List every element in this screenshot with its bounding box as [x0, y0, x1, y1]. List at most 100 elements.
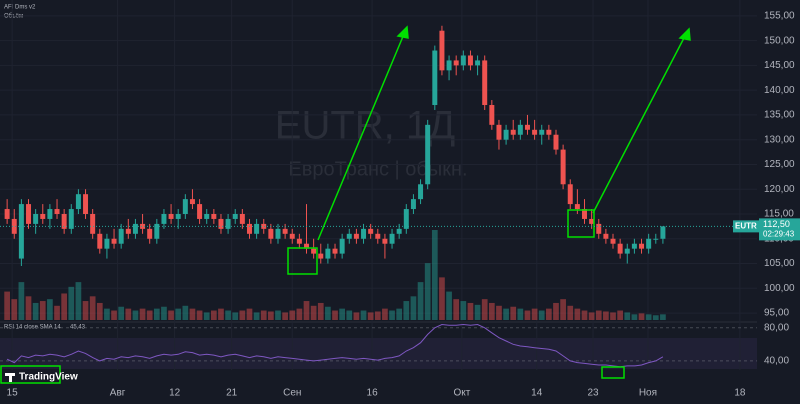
volume-bar: [175, 308, 182, 320]
volume-bar: [453, 299, 460, 320]
volume-bar: [546, 308, 552, 320]
candle-body: [496, 124, 502, 140]
y-tick-label: 140,00: [764, 85, 795, 96]
y-tick-label: 95,00: [764, 308, 789, 319]
volume-bar: [218, 308, 224, 320]
volume-bar: [182, 305, 189, 320]
volume-bar: [488, 302, 495, 320]
volume-bar: [246, 308, 253, 320]
volume-bar: [104, 308, 110, 320]
volume-bar: [588, 312, 595, 320]
candle-body: [18, 204, 24, 259]
volume-bar: [89, 296, 96, 320]
y-tick-label: 105,00: [764, 258, 795, 269]
candle-body: [197, 204, 203, 219]
volume-bar: [54, 305, 60, 320]
volume-bar: [239, 310, 246, 320]
volume-bar: [325, 306, 331, 320]
candle-body: [353, 233, 359, 239]
name-watermark: ЕвроТранс | обыкн.: [288, 158, 467, 180]
volume-label: Объём: [4, 14, 23, 20]
candle-body: [432, 50, 438, 106]
x-tick-label: Окт: [453, 388, 470, 399]
volume-bar: [4, 291, 10, 320]
candle-body: [90, 213, 96, 234]
candle-body: [189, 199, 195, 205]
logo: TradingView: [19, 372, 78, 383]
arrow-head: [678, 27, 691, 41]
candle-body: [560, 149, 566, 185]
candle-body: [182, 199, 188, 214]
volume-bar: [146, 310, 153, 320]
candle-body: [175, 213, 181, 219]
candle-body: [40, 213, 46, 219]
volume-bar: [460, 301, 467, 320]
candle-body: [460, 55, 466, 66]
candle-body: [26, 204, 32, 224]
candle-body: [610, 238, 616, 244]
y-tick-label: 115,00: [764, 209, 794, 220]
volume-bar: [310, 305, 317, 320]
candle-body: [275, 228, 281, 239]
candle-body: [4, 209, 10, 219]
volume-bar: [11, 299, 18, 320]
volume-bar: [96, 302, 103, 320]
volume-bar: [332, 310, 338, 320]
volume-bar: [360, 310, 367, 320]
candle-body: [425, 124, 431, 185]
candle-body: [75, 194, 81, 210]
y-tick-label: 120,00: [764, 184, 795, 195]
volume-bar: [560, 299, 566, 320]
ticker-tag-bg: [733, 220, 759, 233]
candle-body: [524, 124, 530, 130]
candle-body: [61, 213, 67, 229]
volume-bar: [282, 312, 288, 320]
candle-body: [624, 248, 630, 254]
price-tag: 112,50: [763, 219, 790, 229]
candle-body: [375, 233, 381, 239]
y-tick-label: 150,00: [764, 35, 795, 46]
candle-body: [232, 213, 238, 219]
candle-body: [532, 129, 538, 135]
volume-bar: [32, 302, 39, 320]
candle-body: [389, 233, 395, 244]
volume-bar: [39, 301, 46, 320]
y-tick-label: 145,00: [764, 60, 795, 71]
volume-bar: [424, 263, 431, 320]
candle-body: [368, 228, 374, 234]
x-tick-label: 18: [734, 388, 746, 399]
candle-body: [574, 204, 580, 210]
x-tick-label: Сен: [283, 388, 301, 399]
volume-bar: [431, 230, 438, 320]
candle-body: [646, 238, 652, 249]
volume-bar: [638, 313, 645, 320]
candle-body: [660, 226, 666, 239]
candle-body: [639, 243, 645, 249]
rsi-band: [0, 338, 757, 369]
volume-bar: [382, 308, 388, 320]
candle-body: [517, 124, 523, 135]
x-tick-label: 16: [367, 388, 379, 399]
candle-body: [553, 134, 559, 150]
volume-bar: [403, 301, 410, 320]
candle-body: [47, 209, 53, 219]
x-tick-label: 23: [587, 388, 599, 399]
candle-body: [118, 228, 124, 244]
volume-bar: [374, 311, 381, 320]
volume-bar: [132, 310, 139, 320]
highlight-box: [601, 366, 625, 379]
volume-bar: [303, 301, 310, 320]
volume-bar: [531, 308, 538, 320]
volume-bar: [567, 305, 574, 320]
volume-bar: [125, 308, 132, 320]
volume-bar: [111, 310, 117, 320]
volume-bar: [396, 308, 403, 320]
candle-body: [503, 129, 509, 140]
candle-body: [225, 218, 231, 229]
volume-bar: [417, 282, 424, 320]
price-tag-bg: [759, 218, 800, 241]
candle-body: [467, 55, 473, 66]
arrow: [592, 35, 686, 214]
volume-bar: [61, 293, 68, 320]
volume-bar: [496, 305, 502, 320]
